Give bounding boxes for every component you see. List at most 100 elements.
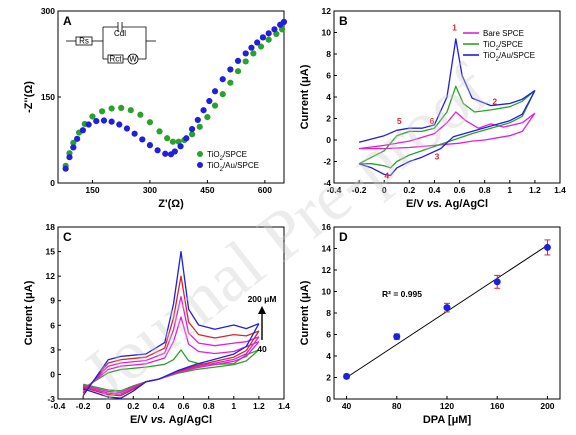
nyquist-point (70, 144, 77, 151)
nyquist-point (79, 127, 86, 134)
nyquist-point (108, 118, 115, 125)
legend-label: TiO2/Au/SPCE (207, 161, 259, 173)
y-tick-label: 16 (322, 222, 332, 232)
r-squared-label: R² = 0.995 (382, 289, 422, 299)
nyquist-point (98, 108, 106, 115)
y-tick-label: 4 (326, 351, 331, 361)
cv-reverse-line (359, 112, 536, 150)
cv-forward-line (82, 349, 260, 389)
nyquist-point (127, 107, 134, 114)
nyquist-point (242, 58, 249, 65)
nyquist-point (242, 50, 249, 57)
y-tick-label: 0 (326, 135, 331, 145)
circuit-inset: Rs Cdl Rct W (66, 22, 156, 65)
nyquist-point (188, 131, 196, 138)
data-point (543, 243, 551, 251)
x-tick-label: 0.8 (479, 185, 491, 195)
x-tick-label: -0.4 (327, 185, 342, 195)
nyquist-point (234, 57, 242, 64)
wire (122, 26, 147, 59)
panel-C: -0.4 -0.2 0 0.2 0.4 0.6 0.8 1 1.2 1.4 -3 0 3 6 9 12 15 18… (23, 222, 290, 426)
y-tick-label: 0 (50, 178, 55, 188)
circuit-label: W (129, 55, 137, 64)
peak-label: 2 (492, 97, 497, 107)
nyquist-point (74, 135, 81, 142)
nyquist-point (183, 135, 190, 142)
plot-frame (333, 226, 561, 400)
cv-forward-line (82, 250, 260, 397)
panel-letter: B (339, 14, 348, 28)
data-point (493, 278, 501, 286)
nyquist-point (265, 30, 272, 37)
nyquist-point (156, 128, 163, 135)
nyquist-point (131, 130, 138, 137)
y-tick-label: 150 (41, 92, 55, 102)
y-tick-label: 12 (322, 6, 332, 16)
y-tick-label: -2 (323, 157, 331, 167)
nyquist-point (219, 76, 226, 83)
legend-marker (197, 151, 203, 157)
arrow-head (258, 306, 266, 314)
x-tick-label: 1.2 (253, 401, 265, 411)
panel-A: 150 300 450 600 0 150 300 A Z'(Ω) -Z''(Ω) TiO2/SPC… (23, 6, 288, 210)
nyquist-point (70, 139, 77, 146)
nyquist-point (188, 126, 196, 133)
y-tick-label: 4 (326, 92, 331, 102)
panel-letter: A (63, 14, 72, 28)
x-tick-label: 40 (342, 401, 352, 411)
data-point (443, 304, 451, 312)
circuit-label: Rct (110, 55, 123, 64)
nyquist-point (116, 121, 123, 128)
nyquist-point (271, 26, 278, 33)
plot-frame (57, 226, 285, 400)
data-point (393, 333, 401, 341)
cv-reverse-line (358, 90, 536, 177)
watermark-text: Journal Pre-proof (69, 50, 505, 414)
peak-label: 4 (384, 171, 389, 181)
y-tick-label: 9 (50, 296, 55, 306)
legend-label: TiO2/Au/SPCE (483, 51, 535, 63)
nyquist-point (146, 142, 154, 149)
nyquist-point (139, 136, 146, 143)
cv-forward-line (82, 316, 260, 391)
arrow-top-label: 200 μM (248, 294, 277, 304)
nyquist-point (66, 154, 73, 161)
nyquist-point (204, 113, 211, 121)
nyquist-point (89, 113, 96, 120)
nyquist-point (164, 135, 171, 142)
panel-letter: D (339, 230, 348, 244)
x-tick-label: 0 (106, 401, 111, 411)
x-tick-label: 1 (231, 401, 236, 411)
y-tick-label: 8 (326, 308, 331, 318)
y-tick-label: 10 (322, 287, 332, 297)
x-tick-label: 300 (143, 185, 157, 195)
nyquist-point (137, 111, 144, 118)
panel-D: 40 80 120 160 200 0 2 4 6 8 10 12 14 16 D DPA [μM] Curre… (299, 222, 561, 426)
cv-forward-line (82, 295, 260, 393)
nyquist-point (248, 44, 255, 51)
nyquist-point (259, 34, 267, 41)
nyquist-point (123, 125, 131, 132)
legend-label: TiO2/SPCE (483, 40, 523, 52)
cv-forward-line (358, 85, 536, 165)
nyquist-point (234, 68, 242, 75)
panel-B: -0.4 -0.2 0 0.2 0.4 0.6 0.8 1 1.2 1.4 -4 -2 0 2 4 6 8 10 1… (299, 6, 566, 210)
nyquist-point (211, 88, 219, 95)
nyquist-point (177, 143, 184, 150)
x-tick-label: 600 (258, 185, 272, 195)
y-axis-label: Current (μA) (299, 280, 311, 345)
nyquist-point (257, 43, 265, 50)
legend-label: Bare SPCE (483, 29, 524, 38)
nyquist-point (171, 148, 178, 155)
nyquist-point (254, 39, 261, 46)
nyquist-point (227, 79, 234, 86)
x-tick-label: 1 (507, 185, 512, 195)
circuit-label: Rs (79, 37, 89, 46)
nyquist-point (265, 36, 272, 43)
x-tick-label: 0.6 (178, 401, 190, 411)
y-axis-label: Current (μA) (299, 64, 311, 129)
nyquist-point (219, 91, 226, 98)
y-tick-label: 2 (326, 114, 331, 124)
nyquist-point (162, 150, 169, 157)
x-tick-label: 1.4 (278, 401, 290, 411)
